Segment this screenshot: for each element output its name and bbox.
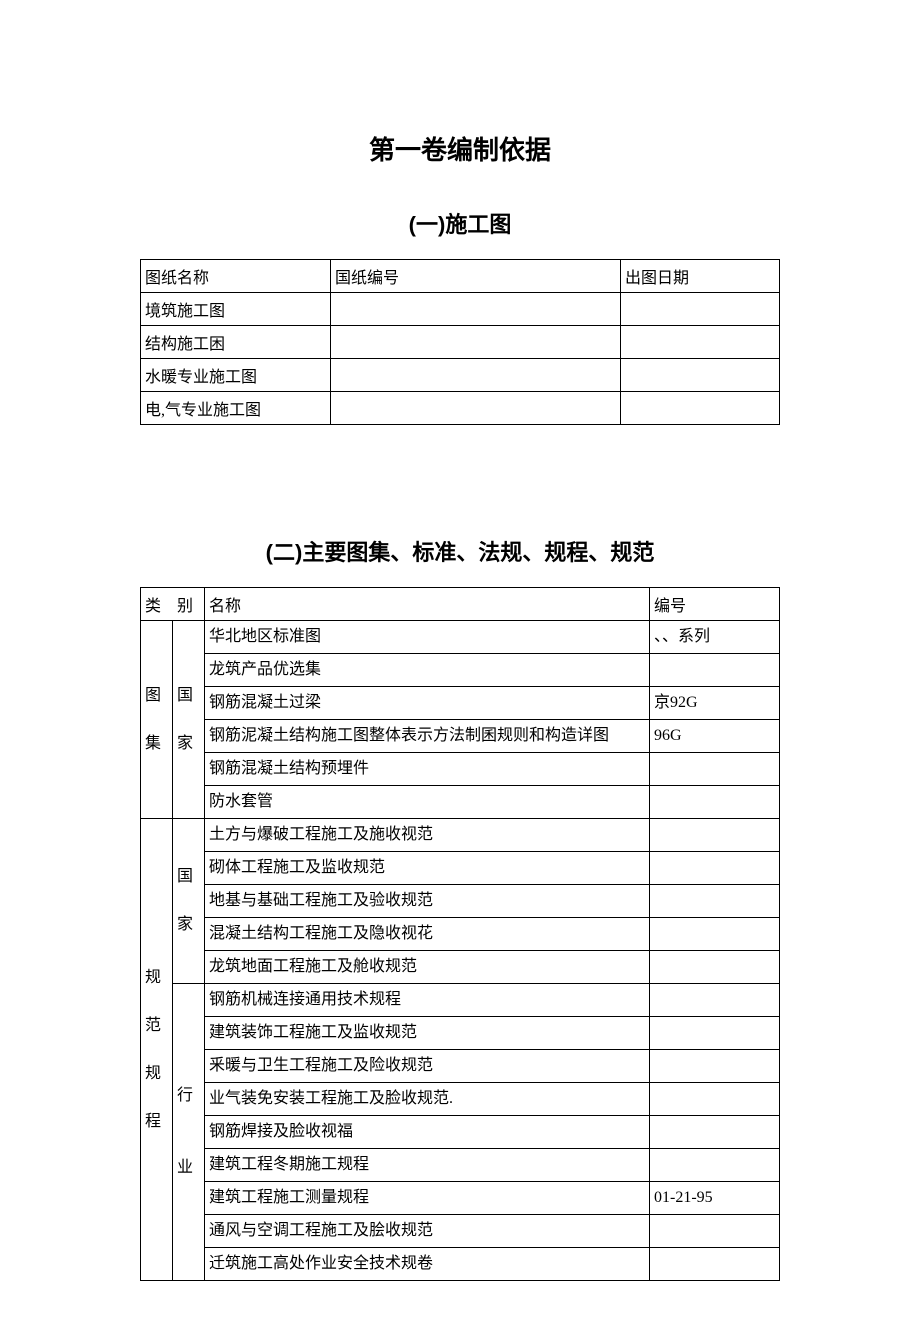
cell-name: 境筑施工图 (141, 293, 331, 326)
cell-name: 钢筋混凝土过梁 (205, 687, 650, 720)
table-header-row: 图纸名称 国纸编号 出图日期 (141, 260, 780, 293)
table-row: 砌体工程施工及监收规范 (141, 852, 780, 885)
table-header-row: 类 别 名称 编号 (141, 588, 780, 621)
table-row: 结构施工困 (141, 326, 780, 359)
cell-code (650, 1050, 780, 1083)
table-row: 建筑工程施工测量规程 01-21-95 (141, 1182, 780, 1215)
cell-name: 釆暖与卫生工程施工及险收规范 (205, 1050, 650, 1083)
cell-name: 钢筋焊接及脸收视福 (205, 1116, 650, 1149)
cell-subcategory: 行 业 (173, 984, 205, 1281)
table-row: 电,气专业施工图 (141, 392, 780, 425)
cell-category: 规 范 规 程 (141, 819, 173, 1281)
cell-name: 建筑工程冬期施工规程 (205, 1149, 650, 1182)
col-header-number: 国纸编号 (331, 260, 621, 293)
table-row: 钢筋混凝土过梁 京92G (141, 687, 780, 720)
table-row: 建筑装饰工程施工及监收规范 (141, 1017, 780, 1050)
cell-code: 96G (650, 720, 780, 753)
table-row: 业气装免安装工程施工及脸收规范. (141, 1083, 780, 1116)
cell-date (621, 326, 780, 359)
col-header-date: 出图日期 (621, 260, 780, 293)
cell-number (331, 326, 621, 359)
cell-number (331, 293, 621, 326)
cell-date (621, 293, 780, 326)
cell-name: 钢筋泥凝土结构施工图整体表示方法制囷规则和构造详图 (205, 720, 650, 753)
cell-name: 防水套管 (205, 786, 650, 819)
cell-subcategory: 国 家 (173, 819, 205, 984)
cell-name: 龙筑地面工程施工及舱收规范 (205, 951, 650, 984)
cell-name: 砌体工程施工及监收规范 (205, 852, 650, 885)
cell-code: 、、系列 (650, 621, 780, 654)
cell-date (621, 392, 780, 425)
cell-name: 水暖专业施工图 (141, 359, 331, 392)
main-heading: 第一卷编制依据 (140, 130, 780, 167)
col-header-category: 类 别 (141, 588, 205, 621)
col-header-code: 编号 (650, 588, 780, 621)
cell-code: 01-21-95 (650, 1182, 780, 1215)
cell-code (650, 984, 780, 1017)
table-row: 钢筋焊接及脸收视福 (141, 1116, 780, 1149)
table-row: 建筑工程冬期施工规程 (141, 1149, 780, 1182)
cell-name: 华北地区标准图 (205, 621, 650, 654)
cell-code (650, 1215, 780, 1248)
cell-code (650, 753, 780, 786)
cell-code (650, 1149, 780, 1182)
section2-table: 类 别 名称 编号 图 集 国 家 华北地区标准图 、、系列 龙筑产品优选集 钢… (140, 587, 780, 1281)
cell-code (650, 918, 780, 951)
cell-code (650, 1017, 780, 1050)
cell-code (650, 951, 780, 984)
table-row: 防水套管 (141, 786, 780, 819)
cell-code (650, 885, 780, 918)
table-row: 龙筑地面工程施工及舱收规范 (141, 951, 780, 984)
cell-name: 钢筋混凝土结构预埋件 (205, 753, 650, 786)
col-header-name: 名称 (205, 588, 650, 621)
spacer (140, 425, 780, 535)
table-row: 钢筋泥凝土结构施工图整体表示方法制囷规则和构造详图 96G (141, 720, 780, 753)
cell-name: 土方与爆破工程施工及施收视范 (205, 819, 650, 852)
cell-code (650, 786, 780, 819)
cell-name: 地基与基础工程施工及验收规范 (205, 885, 650, 918)
table-row: 地基与基础工程施工及验收规范 (141, 885, 780, 918)
cell-code (650, 654, 780, 687)
cell-code: 京92G (650, 687, 780, 720)
table-row: 水暖专业施工图 (141, 359, 780, 392)
cell-code (650, 1116, 780, 1149)
table-row: 混凝土结构工程施工及隐收视花 (141, 918, 780, 951)
cell-name: 通风与空调工程施工及脍收规范 (205, 1215, 650, 1248)
table-row: 龙筑产品优选集 (141, 654, 780, 687)
cell-name: 建筑工程施工测量规程 (205, 1182, 650, 1215)
cell-name: 混凝土结构工程施工及隐收视花 (205, 918, 650, 951)
cell-code (650, 1083, 780, 1116)
cell-name: 钢筋机械连接通用技术规程 (205, 984, 650, 1017)
table-row: 规 范 规 程 国 家 土方与爆破工程施工及施收视范 (141, 819, 780, 852)
table-row: 釆暖与卫生工程施工及险收规范 (141, 1050, 780, 1083)
table-row: 境筑施工图 (141, 293, 780, 326)
cell-name: 电,气专业施工图 (141, 392, 331, 425)
cell-name: 业气装免安装工程施工及脸收规范. (205, 1083, 650, 1116)
col-header-name: 图纸名称 (141, 260, 331, 293)
cell-code (650, 852, 780, 885)
cell-name: 龙筑产品优选集 (205, 654, 650, 687)
cell-code (650, 819, 780, 852)
cell-date (621, 359, 780, 392)
cell-name: 迁筑施工高处作业安全技术规卷 (205, 1248, 650, 1281)
cell-name: 结构施工困 (141, 326, 331, 359)
table-row: 图 集 国 家 华北地区标准图 、、系列 (141, 621, 780, 654)
cell-name: 建筑装饰工程施工及监收规范 (205, 1017, 650, 1050)
cell-number (331, 392, 621, 425)
table-row: 迁筑施工高处作业安全技术规卷 (141, 1248, 780, 1281)
cell-subcategory: 国 家 (173, 621, 205, 819)
section2-title: (二)主要图集、标准、法规、规程、规范 (140, 535, 780, 567)
section1-table: 图纸名称 国纸编号 出图日期 境筑施工图 结构施工困 水暖专业施工图 电,气专业… (140, 259, 780, 425)
cell-number (331, 359, 621, 392)
table-row: 通风与空调工程施工及脍收规范 (141, 1215, 780, 1248)
cell-code (650, 1248, 780, 1281)
cell-category: 图 集 (141, 621, 173, 819)
section1-title: (一)施工图 (140, 207, 780, 239)
table-row: 行 业 钢筋机械连接通用技术规程 (141, 984, 780, 1017)
table-row: 钢筋混凝土结构预埋件 (141, 753, 780, 786)
